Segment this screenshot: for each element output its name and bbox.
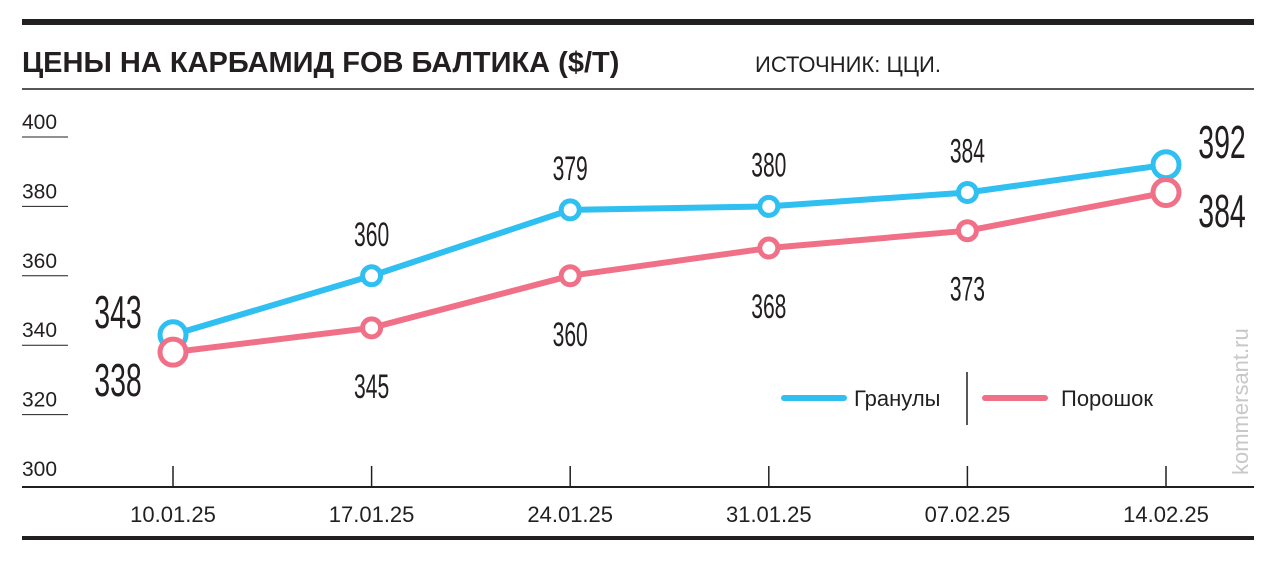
data-label: 384 xyxy=(1198,186,1246,238)
data-label: 343 xyxy=(94,287,142,339)
bottom-rule xyxy=(22,536,1254,540)
series-line xyxy=(172,161,1167,338)
y-tick-label: 340 xyxy=(22,319,57,342)
y-tick-label: 320 xyxy=(22,389,57,412)
x-tick-label: 24.01.25 xyxy=(527,502,613,527)
source: ИСТОЧНИК: ЦЦИ. xyxy=(755,52,941,77)
point xyxy=(955,181,979,205)
point xyxy=(1150,149,1182,181)
series-line xyxy=(172,189,1167,356)
point xyxy=(360,316,384,340)
chart-title: ЦЕНЫ НА КАРБАМИД FOB БАЛТИКА ($/T) xyxy=(22,47,619,79)
y-tick-label: 300 xyxy=(22,458,57,481)
data-label: 384 xyxy=(950,131,985,169)
legend-label: Порошок xyxy=(1061,386,1153,411)
point xyxy=(558,198,582,222)
data-label: 379 xyxy=(553,149,588,187)
x-tick-label: 31.01.25 xyxy=(726,502,812,527)
data-label: 368 xyxy=(751,287,786,325)
data-label: 360 xyxy=(553,315,588,353)
x-tick-label: 14.02.25 xyxy=(1123,502,1209,527)
y-tick-label: 380 xyxy=(22,180,57,203)
top-rule xyxy=(22,19,1254,25)
y-tick-label: 360 xyxy=(22,250,57,273)
point xyxy=(955,219,979,243)
data-label: 360 xyxy=(354,215,389,253)
data-label: 373 xyxy=(950,269,985,307)
point xyxy=(157,336,189,368)
data-label: 338 xyxy=(94,355,142,407)
x-tick-label: 10.01.25 xyxy=(130,502,216,527)
point xyxy=(360,264,384,288)
point xyxy=(757,236,781,260)
data-label: 380 xyxy=(751,145,786,183)
y-tick-label: 400 xyxy=(22,111,57,134)
point xyxy=(558,264,582,288)
point xyxy=(1150,177,1182,209)
data-label: 345 xyxy=(354,367,389,405)
data-label: 392 xyxy=(1198,117,1246,169)
x-tick-label: 07.02.25 xyxy=(925,502,1011,527)
watermark: kommersant.ru xyxy=(1228,328,1253,475)
x-tick-label: 17.01.25 xyxy=(329,502,415,527)
legend-label: Гранулы xyxy=(854,386,940,411)
point xyxy=(757,194,781,218)
